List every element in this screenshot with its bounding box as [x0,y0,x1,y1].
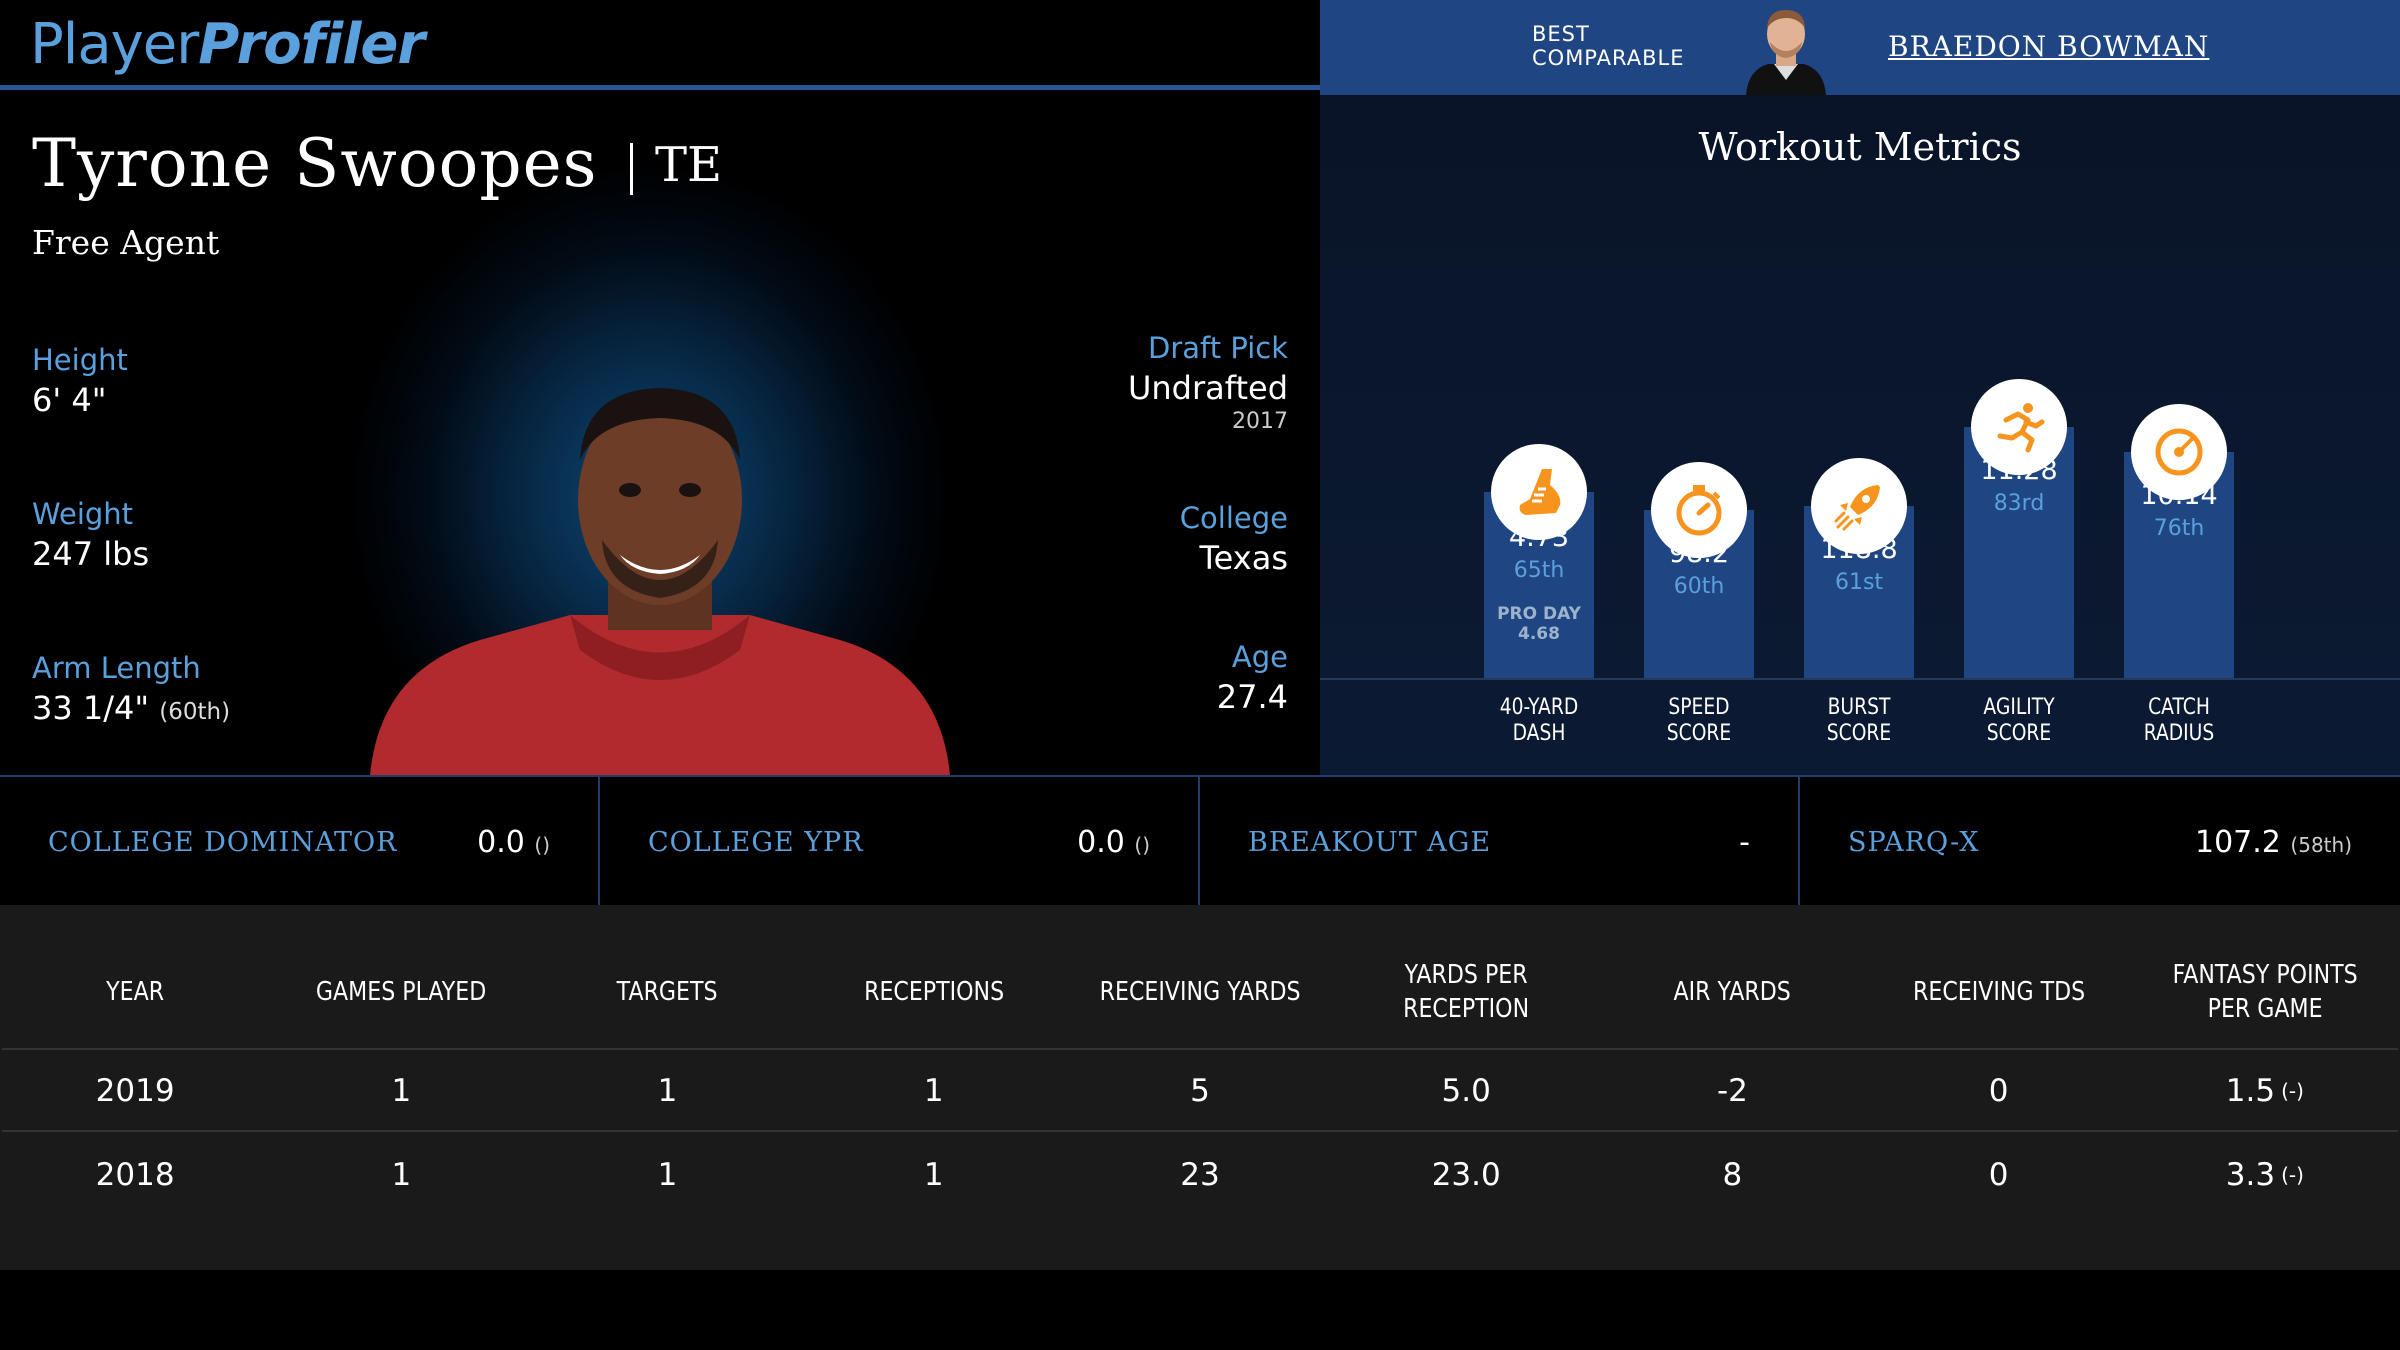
player-photo [370,388,950,775]
season-stats-table: YEAR GAMES PLAYED TARGETS RECEPTIONS REC… [0,905,2400,1270]
draft-pick-label: Draft Pick [1148,331,1288,365]
table-cell: 1.5 (-) [2225,1073,2304,1109]
stat-name[interactable]: COLLEGE DOMINATOR [48,827,398,858]
stat-value: 0.0 () [477,825,550,860]
site-logo[interactable]: PlayerProfiler [30,12,425,77]
table-cell: -2 [1716,1073,1748,1109]
table-cell: 1 [657,1157,678,1193]
player-position: TE [655,137,723,193]
table-cell: 0 [1988,1157,2009,1193]
table-cell: 1 [923,1157,944,1193]
metric-label-agility-score: AGILITY SCORE [1983,695,2055,746]
stat-college-ypr: COLLEGE YPR 0.0 () [600,777,1200,907]
table-cell: 1 [657,1073,678,1109]
table-cell: 1 [391,1073,412,1109]
table-cell: 8 [1722,1157,1743,1193]
stat-value: - [1739,825,1750,860]
target-icon [2131,404,2227,500]
draft-year: 2017 [1232,409,1288,434]
metric-label-40-yard-dash: 40-YARD DASH [1499,695,1579,746]
best-comparable-link[interactable]: BRAEDON BOWMAN [1888,30,2210,63]
table-cell: 2019 [95,1073,175,1109]
column-header[interactable]: RECEPTIONS [863,976,1004,1007]
metric-percentile: 83rd [1993,491,2045,516]
player-profile-panel: Tyrone Swoopes TE Free Agent Height 6' 4… [0,95,1320,775]
stat-name[interactable]: COLLEGE YPR [648,827,864,858]
stat-name[interactable]: BREAKOUT AGE [1248,827,1492,858]
header-bar: PlayerProfiler [0,0,1320,90]
metric-label-burst-score: BURST SCORE [1826,695,1892,746]
table-header-row: YEAR GAMES PLAYED TARGETS RECEPTIONS REC… [2,935,2398,1050]
advanced-stats-row: COLLEGE DOMINATOR 0.0 () COLLEGE YPR 0.0… [0,775,2400,907]
column-header[interactable]: YARDS PER RECEPTION [1403,959,1530,1024]
workout-metrics-panel: Workout Metrics 4.73 65th PRO DAY 4.68 4… [1320,95,2400,775]
height-value: 6' 4" [32,381,107,419]
pro-day-value: PRO DAY 4.68 [1497,604,1581,644]
arm-length-value: 33 1/4" (60th) [32,689,231,727]
stat-name[interactable]: SPARQ-X [1848,827,1980,858]
best-comparable-label: BEST COMPARABLE [1532,22,1685,70]
table-cell: 1 [923,1073,944,1109]
table-row: 2018 1 1 1 23 23.0 8 0 3.3 (-) [2,1134,2398,1216]
metric-percentile: 61st [1834,570,1884,595]
metric-percentile: 65th [1513,558,1565,583]
workout-metrics-title: Workout Metrics [1698,125,2022,169]
table-cell: 23.0 [1431,1157,1501,1193]
college-value: Texas [1199,539,1288,577]
arm-length-label: Arm Length [32,651,201,685]
table-cell: 1 [391,1157,412,1193]
stat-value: 0.0 () [1077,825,1150,860]
stat-breakout-age: BREAKOUT AGE - [1200,777,1800,907]
weight-value: 247 lbs [32,535,150,573]
metric-percentile: 60th [1673,574,1725,599]
metric-percentile: 76th [2153,516,2205,541]
table-cell: 5 [1190,1073,1210,1109]
column-header[interactable]: RECEIVING TDS [1912,976,2085,1007]
bar-baseline [1320,678,2400,680]
stopwatch-icon [1651,462,1747,558]
age-label: Age [1231,640,1288,674]
comparable-player-photo [1738,6,1834,95]
player-name: Tyrone Swoopes [32,125,598,202]
column-header[interactable]: AIR YARDS [1673,976,1792,1007]
player-status: Free Agent [32,223,220,262]
age-value: 27.4 [1216,678,1288,716]
arm-length-percentile: (60th) [159,699,231,725]
stat-college-dominator: COLLEGE DOMINATOR 0.0 () [0,777,600,907]
name-divider [630,143,633,195]
stat-sparq-x: SPARQ-X 107.2 (58th) [1800,777,2400,907]
draft-pick-value: Undrafted [1127,369,1288,407]
column-header[interactable]: GAMES PLAYED [316,976,487,1007]
weight-label: Weight [32,497,134,531]
height-label: Height [32,343,128,377]
table-cell: 23 [1180,1157,1220,1193]
metric-label-speed-score: SPEED SCORE [1666,695,1732,746]
footer-area [0,1270,2400,1350]
runner-icon [1971,379,2067,475]
table-cell: 2018 [95,1157,175,1193]
shoe-icon [1491,444,1587,540]
best-comparable-bar: BEST COMPARABLE BRAEDON BOWMAN [1320,0,2400,95]
column-header[interactable]: FANTASY POINTS PER GAME [2172,959,2358,1024]
table-cell: 3.3 (-) [2225,1157,2304,1193]
stat-value: 107.2 (58th) [2194,825,2352,860]
metric-label-catch-radius: CATCH RADIUS [2143,695,2215,746]
table-row: 2019 1 1 1 5 5.0 -2 0 1.5 (-) [2,1052,2398,1132]
rocket-icon [1811,458,1907,554]
column-header[interactable]: YEAR [106,976,165,1007]
column-header[interactable]: RECEIVING YARDS [1099,976,1301,1007]
table-cell: 5.0 [1441,1073,1491,1109]
column-header[interactable]: TARGETS [617,976,718,1007]
college-label: College [1179,501,1288,535]
table-cell: 0 [1988,1073,2009,1109]
